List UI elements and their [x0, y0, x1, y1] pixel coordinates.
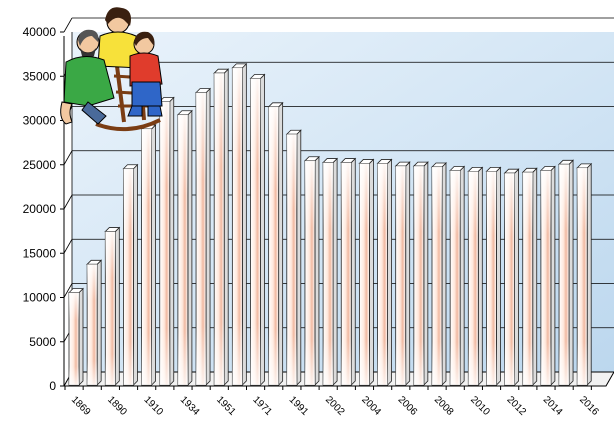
- x-tick-label: 1971: [250, 394, 274, 418]
- gridline-diagonal: [63, 17, 73, 33]
- bar: [213, 68, 230, 386]
- bar: [521, 167, 538, 386]
- bar: [340, 157, 357, 386]
- x-tick-label: 1934: [178, 394, 202, 418]
- bar: [231, 62, 248, 386]
- x-tick-label: 1910: [141, 394, 165, 418]
- x-tick-label: 2016: [577, 394, 601, 418]
- x-tick-label: 1869: [69, 394, 93, 418]
- bar: [358, 158, 375, 386]
- bar: [412, 161, 429, 386]
- y-tick-label: 25000: [23, 158, 57, 172]
- bar: [104, 226, 121, 386]
- y-tick-label: 40000: [23, 25, 57, 39]
- y-tick-label: 15000: [23, 246, 57, 260]
- x-tick-label: 2006: [396, 394, 420, 418]
- y-tick-label: 5000: [29, 335, 56, 349]
- x-tick-label: 1951: [214, 394, 238, 418]
- bar: [86, 259, 103, 386]
- bar: [376, 158, 393, 386]
- gridline-diagonal: [63, 150, 73, 165]
- x-tick-label: 1890: [105, 394, 129, 418]
- y-tick-label: 35000: [23, 69, 57, 83]
- y-tick-label: 20000: [23, 202, 57, 216]
- x-tick-label: 2014: [541, 394, 565, 418]
- bar: [539, 165, 556, 386]
- bar: [267, 101, 284, 386]
- bar: [122, 163, 139, 386]
- bar: [285, 129, 302, 386]
- family-clipart-icon: [60, 7, 163, 132]
- y-axis: 0 5000 10000 15000 20000 25000 30000 35000 40000: [23, 25, 73, 393]
- gridline-diagonal: [63, 239, 73, 254]
- x-axis: 1869 1890 1910 1934 1951 1971 1991 2002 2004 2006…: [64, 386, 601, 418]
- bar: [303, 155, 320, 386]
- bar: [394, 161, 411, 386]
- y-tick-label: 10000: [23, 291, 57, 305]
- x-tick-label: 2004: [359, 394, 383, 418]
- bar: [322, 157, 339, 386]
- y-tick-label: 0: [49, 379, 56, 393]
- bar: [576, 162, 593, 386]
- bar: [503, 168, 520, 386]
- bar: [431, 162, 447, 386]
- bar: [558, 159, 575, 386]
- bar: [449, 165, 466, 386]
- y-tick-label: 30000: [23, 114, 57, 128]
- bar: [176, 109, 193, 386]
- gridline-diagonal: [63, 194, 73, 210]
- bar: [158, 96, 175, 386]
- x-tick-label: 1991: [287, 394, 311, 418]
- gridline-diagonal: [63, 283, 73, 298]
- bar: [249, 73, 266, 386]
- bar: [485, 166, 502, 386]
- bar: [467, 166, 484, 386]
- x-tick-label: 2002: [323, 394, 347, 418]
- bar: [68, 287, 84, 386]
- bar: [195, 87, 212, 386]
- x-tick-label: 2012: [504, 394, 528, 418]
- x-tick-label: 2010: [468, 394, 492, 418]
- bar: [140, 123, 157, 386]
- bars: [68, 62, 593, 386]
- x-tick-label: 2008: [432, 394, 456, 418]
